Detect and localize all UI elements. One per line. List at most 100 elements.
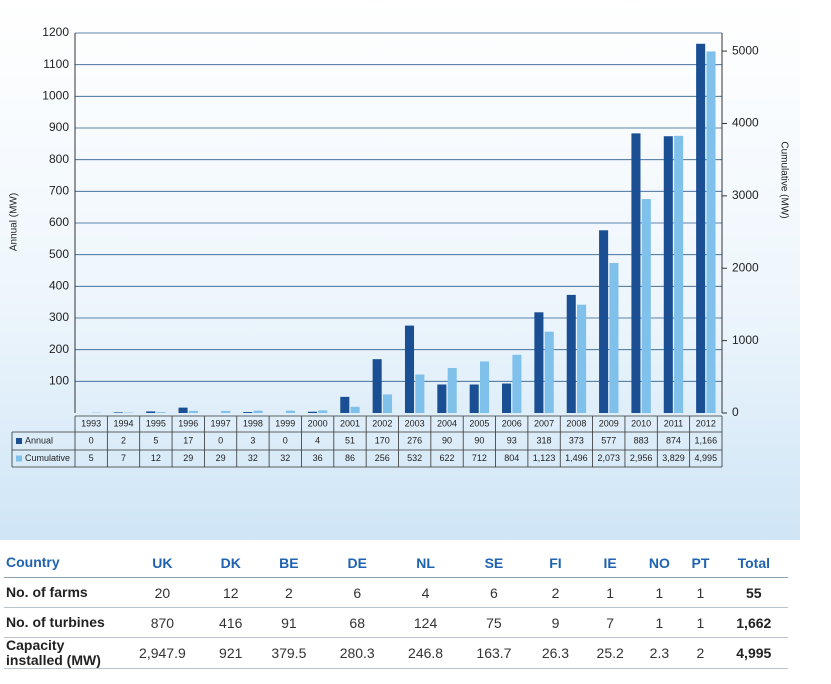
x-tick-label: 2011 xyxy=(664,418,683,428)
table-cell: 6 xyxy=(323,577,392,608)
table-cell: 7 xyxy=(582,607,638,638)
x-tick-label: 2009 xyxy=(599,418,619,428)
y-tick-label: 200 xyxy=(49,342,69,356)
bar xyxy=(404,325,415,413)
data-label: 90 xyxy=(474,435,484,445)
bar xyxy=(340,396,350,413)
x-tick-label: 1998 xyxy=(243,418,263,428)
table-cell: NO xyxy=(637,548,682,578)
data-label: 373 xyxy=(569,435,584,445)
bar xyxy=(706,51,716,413)
data-label: 0 xyxy=(283,435,288,445)
data-label: 804 xyxy=(504,453,519,463)
bar xyxy=(641,199,651,413)
table-cell: NL xyxy=(391,548,460,578)
y-tick-label: 400 xyxy=(49,279,69,293)
y-tick-label: 1200 xyxy=(42,25,69,39)
table-cell: Total xyxy=(719,548,788,578)
bar xyxy=(113,412,123,413)
bar xyxy=(599,230,609,413)
y2-axis-label: Cumulative (MW) xyxy=(778,141,789,218)
table-row: Capacity installed (MW) 2,947.9 921 379.5 28… xyxy=(4,637,788,669)
bar xyxy=(146,411,156,413)
summary-table: Country UK DK BE DE NL SE FI IE NO PT Total No. of f… xyxy=(4,548,788,669)
y-axis-label: Annual (MW) xyxy=(9,193,20,251)
bar xyxy=(663,136,673,413)
y2-tick-label: 2000 xyxy=(732,260,759,274)
data-label: 4,995 xyxy=(695,453,718,463)
data-label: 5 xyxy=(153,435,158,445)
data-label: 2,956 xyxy=(630,453,653,463)
y-tick-label: 700 xyxy=(49,184,69,198)
y-tick-label: 600 xyxy=(49,215,69,229)
table-cell: Country xyxy=(4,548,118,578)
x-tick-label: 2006 xyxy=(502,418,522,428)
bar xyxy=(156,412,166,413)
table-row: Country UK DK BE DE NL SE FI IE NO PT Total xyxy=(4,548,788,578)
bar xyxy=(243,412,253,413)
bar xyxy=(221,410,231,413)
legend-label: Annual xyxy=(25,435,53,445)
data-label: 1,123 xyxy=(533,453,556,463)
bar xyxy=(566,294,576,413)
data-label: 0 xyxy=(89,435,94,445)
table-cell: 416 xyxy=(206,607,255,638)
x-tick-label: 2002 xyxy=(372,418,392,428)
table-cell: 1 xyxy=(637,607,682,638)
data-label: 32 xyxy=(280,453,290,463)
table-cell: 921 xyxy=(206,637,255,669)
table-cell: UK xyxy=(118,548,207,578)
table-cell: 91 xyxy=(254,607,324,638)
table-row: No. of turbines 870 416 91 68 124 75 9 7 1 1 1,662 xyxy=(4,607,788,638)
table-cell: 75 xyxy=(459,607,529,638)
table-cell: 2.3 xyxy=(637,637,682,669)
table-cell: 12 xyxy=(206,577,255,608)
table-cell: 163.7 xyxy=(459,637,529,669)
data-label: 1,166 xyxy=(695,435,718,445)
data-label: 7 xyxy=(121,453,126,463)
table-cell: 1 xyxy=(681,577,720,608)
x-tick-label: 1995 xyxy=(146,418,166,428)
bar xyxy=(382,394,393,413)
data-label: 51 xyxy=(345,435,355,445)
data-label: 276 xyxy=(407,435,422,445)
table-cell: 4,995 xyxy=(719,637,788,669)
x-tick-label: 2000 xyxy=(308,418,328,428)
data-label: 17 xyxy=(183,435,193,445)
bar xyxy=(178,407,188,413)
x-tick-label: 1999 xyxy=(275,418,295,428)
data-label: 3 xyxy=(250,435,255,445)
table-cell: SE xyxy=(459,548,529,578)
data-label: 32 xyxy=(248,453,258,463)
table-cell: 1 xyxy=(681,607,720,638)
table-cell: 280.3 xyxy=(323,637,392,669)
bar xyxy=(372,359,382,413)
data-label: 1,496 xyxy=(565,453,588,463)
data-label: 883 xyxy=(634,435,649,445)
data-label: 622 xyxy=(440,453,455,463)
bar xyxy=(437,384,447,413)
bar xyxy=(696,43,706,414)
legend-swatch xyxy=(16,455,22,462)
data-label: 12 xyxy=(151,453,161,463)
x-tick-label: 2003 xyxy=(405,418,425,428)
bar xyxy=(350,406,360,413)
bar xyxy=(415,374,425,413)
x-tick-label: 2007 xyxy=(534,418,554,428)
bar xyxy=(577,304,587,413)
table-cell: 68 xyxy=(323,607,392,638)
bar xyxy=(188,410,198,413)
table-cell: Capacity installed (MW) xyxy=(4,637,118,669)
bar xyxy=(447,367,457,413)
table-cell: 4 xyxy=(391,577,460,608)
bar xyxy=(253,410,263,413)
bar xyxy=(502,383,512,413)
data-label: 29 xyxy=(216,453,226,463)
data-label: 86 xyxy=(345,453,355,463)
table-cell: 1 xyxy=(637,577,682,608)
table-cell: 26.3 xyxy=(528,637,583,669)
table-cell: 25.2 xyxy=(582,637,638,669)
table-cell: 2 xyxy=(528,577,583,608)
x-tick-label: 2010 xyxy=(631,418,651,428)
data-label: 29 xyxy=(183,453,193,463)
